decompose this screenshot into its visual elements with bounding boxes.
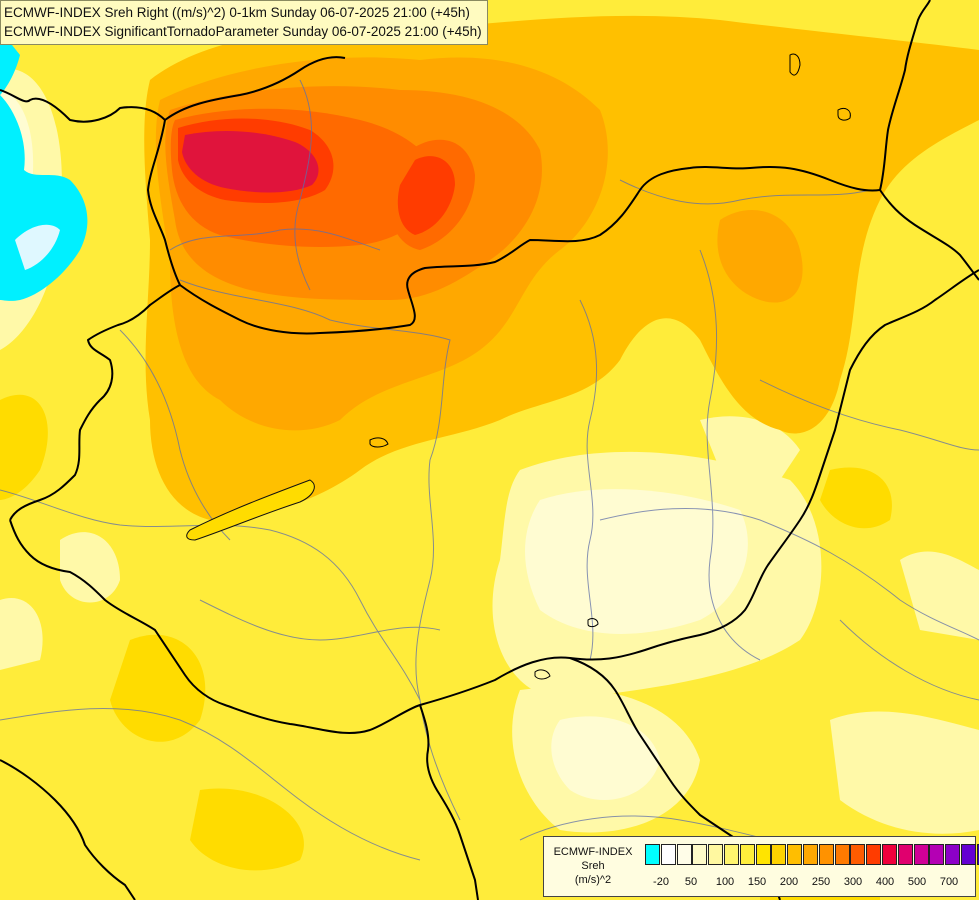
legend-swatch — [897, 844, 913, 865]
legend-swatch — [708, 844, 724, 865]
legend-tick-label: 300 — [843, 876, 863, 888]
small-islands — [369, 53, 851, 680]
legend-tick-label: 400 — [875, 876, 895, 888]
legend-swatch — [929, 844, 945, 865]
legend-swatch — [960, 844, 976, 865]
legend-label: ECMWF-INDEX Sreh (m/s)^2 — [546, 845, 640, 887]
legend-tick-label: 100 — [715, 876, 735, 888]
crimson-core — [182, 130, 319, 193]
color-legend: ECMWF-INDEX Sreh (m/s)^2 -20 50 100 150 200 2… — [543, 836, 979, 897]
legend-swatch — [723, 844, 739, 865]
title-line-1: ECMWF-INDEX Sreh Right ((m/s)^2) 0-1km S… — [4, 5, 470, 20]
lake-outline — [186, 479, 315, 541]
cyan-patch — [0, 30, 88, 301]
legend-swatch — [771, 844, 787, 865]
legend-swatches — [645, 844, 979, 865]
legend-tick-label: 50 — [684, 876, 698, 888]
legend-tick-label: 200 — [779, 876, 799, 888]
legend-tick-label: 500 — [907, 876, 927, 888]
legend-swatch — [976, 844, 979, 865]
legend-swatch — [692, 844, 708, 865]
legend-swatch — [913, 844, 929, 865]
legend-swatch — [881, 844, 897, 865]
legend-swatch — [802, 844, 818, 865]
legend-swatch — [739, 844, 755, 865]
legend-tick-label: 150 — [747, 876, 767, 888]
legend-swatch — [818, 844, 834, 865]
legend-parameter: Sreh — [581, 860, 605, 872]
legend-swatch — [787, 844, 803, 865]
legend-ticks: -20 50 100 150 200 250 300 400 500 700 — [645, 876, 975, 890]
map-title-box: ECMWF-INDEX Sreh Right ((m/s)^2) 0-1km S… — [0, 0, 488, 45]
legend-tick-label: 250 — [811, 876, 831, 888]
legend-swatch — [660, 844, 676, 865]
legend-swatch — [850, 844, 866, 865]
legend-swatch — [945, 844, 961, 865]
title-line-2: ECMWF-INDEX SignificantTornadoParameter … — [4, 24, 482, 39]
legend-swatch — [866, 844, 882, 865]
legend-swatch — [834, 844, 850, 865]
legend-model: ECMWF-INDEX — [553, 846, 633, 858]
legend-swatch — [676, 844, 692, 865]
legend-tick-label: 700 — [939, 876, 959, 888]
legend-unit: (m/s)^2 — [574, 874, 612, 886]
legend-tick-label: -20 — [653, 876, 669, 888]
rivers — [0, 79, 979, 861]
legend-swatch — [755, 844, 771, 865]
legend-swatch — [645, 844, 660, 865]
